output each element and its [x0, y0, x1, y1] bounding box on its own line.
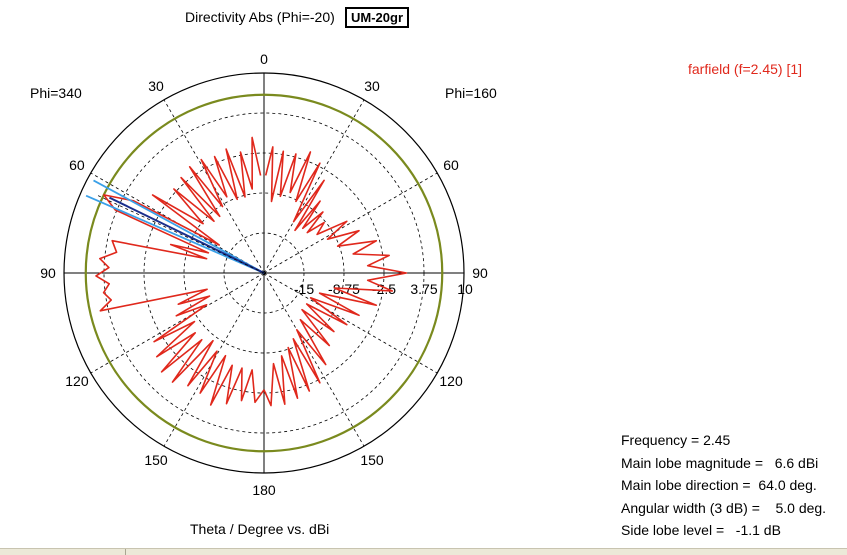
- radial-tick-label: 3.75: [410, 281, 437, 297]
- grid-spoke: [90, 272, 265, 374]
- info-main-lobe-magnitude: Main lobe magnitude = 6.6 dBi: [621, 454, 819, 471]
- angle-tick-label: 0: [260, 51, 268, 67]
- radial-tick-label: 10: [457, 281, 473, 297]
- angle-tick-label: 150: [144, 452, 168, 468]
- phi-right-label: Phi=160: [445, 85, 497, 101]
- angle-tick-label: 30: [148, 78, 164, 94]
- main-lobe-dashed-line: [97, 194, 265, 274]
- phi-left-label: Phi=340: [30, 85, 82, 101]
- angle-tick-label: 90: [472, 265, 488, 281]
- grid-spoke: [263, 99, 365, 274]
- beamwidth-line: [93, 179, 265, 274]
- angle-tick-label: 30: [364, 78, 380, 94]
- beamwidth-line: [85, 194, 265, 274]
- main-lobe-lines: [85, 179, 265, 274]
- radial-tick-label: -15: [294, 281, 314, 297]
- chart-title: Directivity Abs (Phi=-20): [185, 9, 335, 25]
- pattern-series-left: [95, 136, 265, 406]
- pattern-series-right: [263, 146, 408, 407]
- status-separator: [125, 549, 126, 555]
- directivity-pattern: [95, 136, 408, 407]
- angle-tick-label: 120: [439, 373, 463, 389]
- angle-tick-label: 150: [360, 452, 384, 468]
- info-main-lobe-direction: Main lobe direction = 64.0 deg.: [621, 477, 817, 493]
- model-badge: UM-20gr: [345, 7, 410, 28]
- angle-tick-label: 60: [443, 157, 459, 173]
- reference-circle: [84, 93, 444, 453]
- main-lobe-direction-line: [108, 196, 265, 274]
- status-strip: [0, 548, 847, 555]
- angle-tick-label: 180: [252, 482, 276, 498]
- legend-entry: farfield (f=2.45) [1]: [688, 61, 803, 77]
- info-angular-width: Angular width (3 dB) = 5.0 deg.: [621, 499, 827, 516]
- info-frequency: Frequency = 2.45: [621, 432, 731, 448]
- grid-spoke: [263, 172, 438, 274]
- angle-tick-labels: 0 30 60 90 120 150 180 150 120 90 60 30: [40, 51, 488, 498]
- info-panel: Frequency = 2.45 Main lobe magnitude = 6…: [621, 429, 826, 542]
- info-side-lobe-level: Side lobe level = -1.1 dB: [621, 522, 781, 538]
- main-lobe-reference-circle: [84, 93, 444, 453]
- angle-tick-label: 90: [40, 265, 56, 281]
- angle-tick-label: 120: [65, 373, 89, 389]
- angle-tick-label: 60: [69, 157, 85, 173]
- axis-label: Theta / Degree vs. dBi: [190, 521, 330, 537]
